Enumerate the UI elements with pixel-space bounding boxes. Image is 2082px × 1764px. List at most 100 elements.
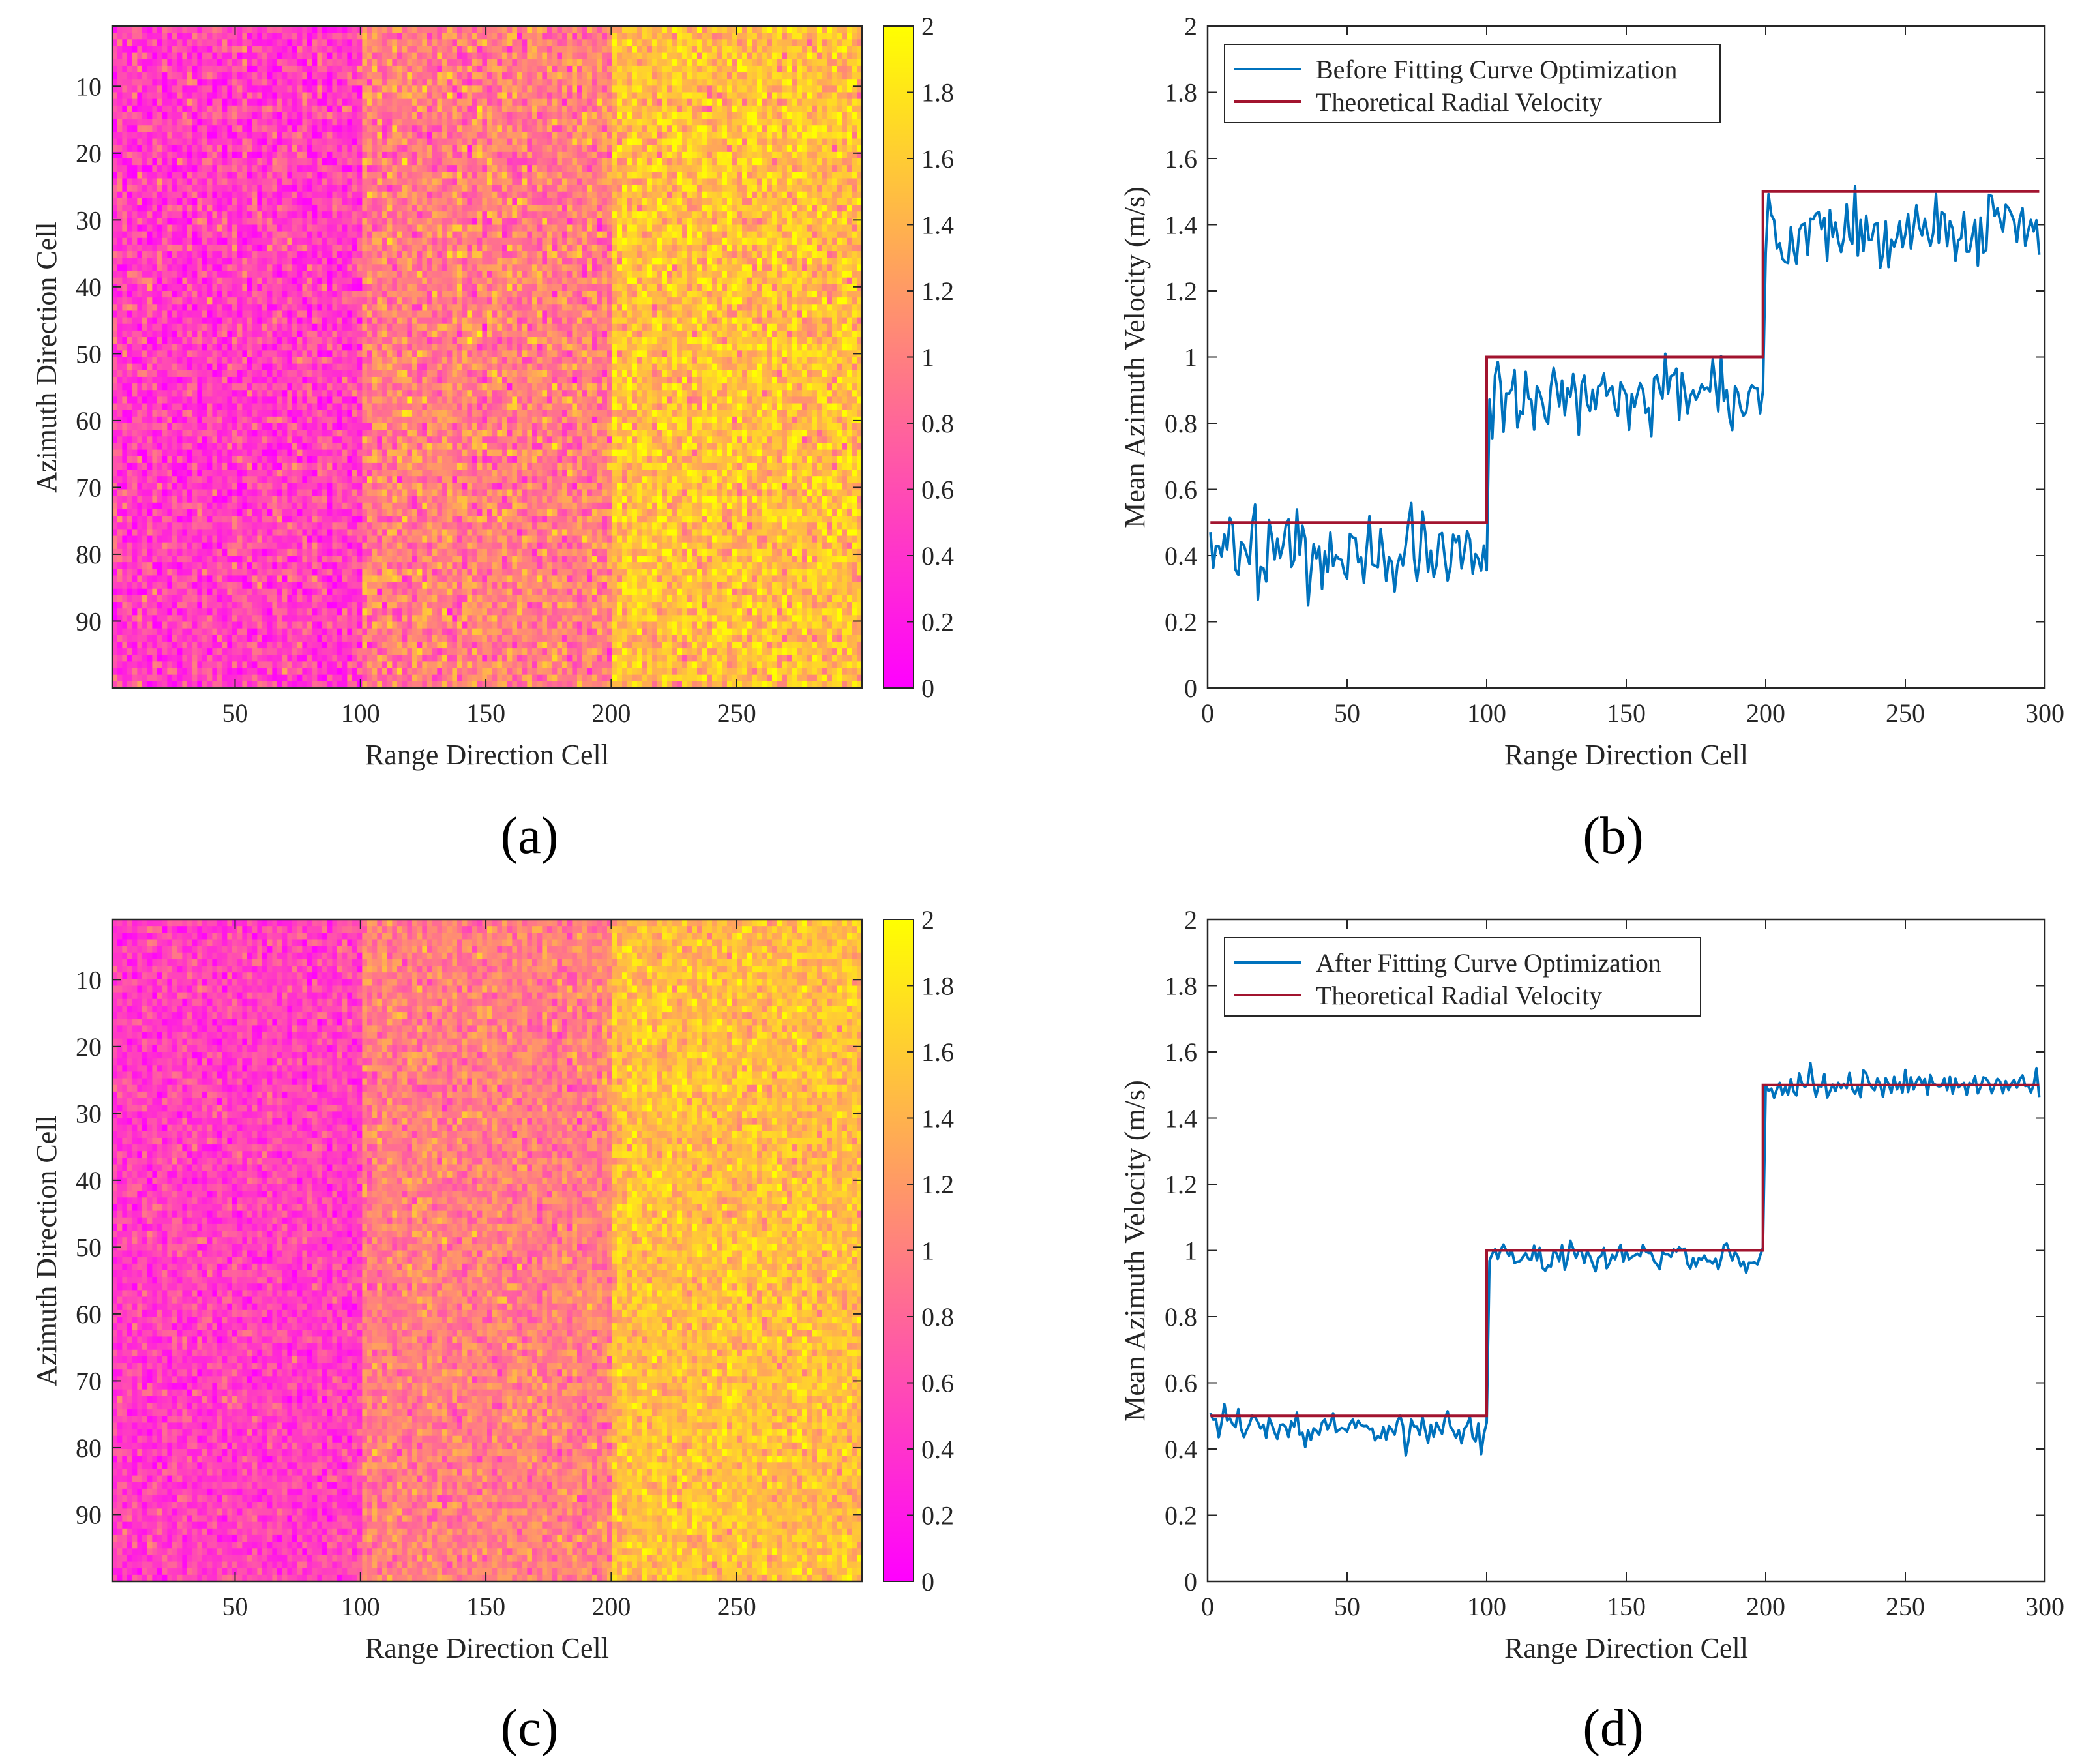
heatmap-cell <box>517 237 523 245</box>
heatmap-cell <box>822 165 827 172</box>
heatmap-cell <box>672 224 677 232</box>
heatmap-cell <box>257 92 263 100</box>
heatmap-cell <box>327 172 333 179</box>
heatmap-cell <box>232 205 238 212</box>
heatmap-cell <box>682 92 688 100</box>
heatmap-cell <box>472 185 478 192</box>
heatmap-cell <box>567 132 573 140</box>
heatmap-cell <box>207 218 213 226</box>
heatmap-cell <box>497 119 503 126</box>
heatmap-cell <box>442 125 448 132</box>
heatmap-cell <box>497 218 503 226</box>
heatmap-cell <box>527 105 533 113</box>
heatmap-cell <box>377 138 383 146</box>
heatmap-cell <box>237 185 243 192</box>
heatmap-cell <box>157 158 163 166</box>
heatmap-cell <box>192 39 198 47</box>
heatmap-cell <box>282 59 288 67</box>
heatmap-cell <box>647 72 653 80</box>
heatmap-cell <box>277 198 283 205</box>
heatmap-cell <box>832 33 838 40</box>
heatmap-cell <box>562 158 568 166</box>
heatmap-cell <box>692 85 698 93</box>
heatmap-cell <box>462 198 468 205</box>
heatmap-cell <box>777 26 782 33</box>
heatmap-cell <box>807 237 812 245</box>
heatmap-cell <box>512 145 518 153</box>
heatmap-cell <box>457 198 463 205</box>
heatmap-cell <box>437 125 443 132</box>
heatmap-cell <box>557 39 563 47</box>
heatmap-cell <box>292 158 298 166</box>
heatmap-cell <box>302 39 308 47</box>
heatmap-cell <box>802 211 808 218</box>
heatmap-cell <box>452 237 458 245</box>
heatmap-cell <box>517 158 523 166</box>
heatmap-cell <box>132 151 138 159</box>
heatmap-cell <box>142 172 148 179</box>
heatmap-cell <box>517 112 523 119</box>
heatmap-cell <box>142 198 148 205</box>
heatmap-cell <box>227 165 233 172</box>
heatmap-cell <box>407 33 413 40</box>
heatmap-cell <box>707 211 713 218</box>
heatmap-cell <box>472 26 478 33</box>
heatmap-cell <box>512 165 518 172</box>
heatmap-cell <box>472 138 478 146</box>
heatmap-cell <box>272 158 278 166</box>
heatmap-cell <box>237 205 243 212</box>
heatmap-cell <box>837 132 842 140</box>
heatmap-cell <box>347 79 353 86</box>
heatmap-cell <box>127 72 133 80</box>
heatmap-cell <box>782 165 788 172</box>
heatmap-cell <box>502 165 508 172</box>
heatmap-cell <box>112 72 118 80</box>
heatmap-cell <box>387 205 393 212</box>
heatmap-cell <box>132 26 138 33</box>
heatmap-cell <box>597 165 602 172</box>
heatmap-cell <box>782 224 788 232</box>
heatmap-cell <box>267 105 273 113</box>
heatmap-cell <box>447 132 453 140</box>
heatmap-cell <box>852 125 857 132</box>
heatmap-cell <box>572 92 578 100</box>
heatmap-cell <box>132 119 138 126</box>
heatmap-cell <box>257 244 263 252</box>
heatmap-cell <box>452 105 458 113</box>
heatmap-cell <box>432 92 438 100</box>
heatmap-cell <box>472 145 478 153</box>
heatmap-cell <box>532 151 538 159</box>
heatmap-cell <box>837 72 842 80</box>
heatmap-cell <box>242 191 248 199</box>
heatmap-cell <box>272 145 278 153</box>
heatmap-cell <box>847 138 853 146</box>
heatmap-cell <box>802 218 808 226</box>
heatmap-cell <box>442 52 448 60</box>
heatmap-cell <box>187 224 193 232</box>
heatmap-cell <box>727 85 733 93</box>
heatmap-cell <box>382 198 388 205</box>
heatmap-cell <box>607 79 613 86</box>
heatmap-cell <box>632 151 638 159</box>
heatmap-cell <box>692 132 698 140</box>
heatmap-cell <box>362 158 368 166</box>
heatmap-cell <box>557 185 563 192</box>
heatmap-cell <box>352 138 358 146</box>
heatmap-cell <box>112 151 118 159</box>
heatmap-cell <box>497 39 503 47</box>
heatmap-cell <box>427 185 433 192</box>
heatmap-cell <box>542 105 548 113</box>
heatmap-cell <box>387 92 393 100</box>
heatmap-cell <box>327 65 333 73</box>
heatmap-cell <box>612 231 617 239</box>
heatmap-cell <box>372 79 378 86</box>
heatmap-cell <box>627 145 632 153</box>
heatmap-cell <box>672 151 677 159</box>
heatmap-cell <box>797 231 803 239</box>
heatmap-cell <box>667 112 673 119</box>
heatmap-cell <box>827 112 833 119</box>
heatmap-cell <box>337 52 343 60</box>
heatmap-cell <box>637 165 643 172</box>
heatmap-cell <box>847 98 853 106</box>
heatmap-cell <box>807 98 812 106</box>
